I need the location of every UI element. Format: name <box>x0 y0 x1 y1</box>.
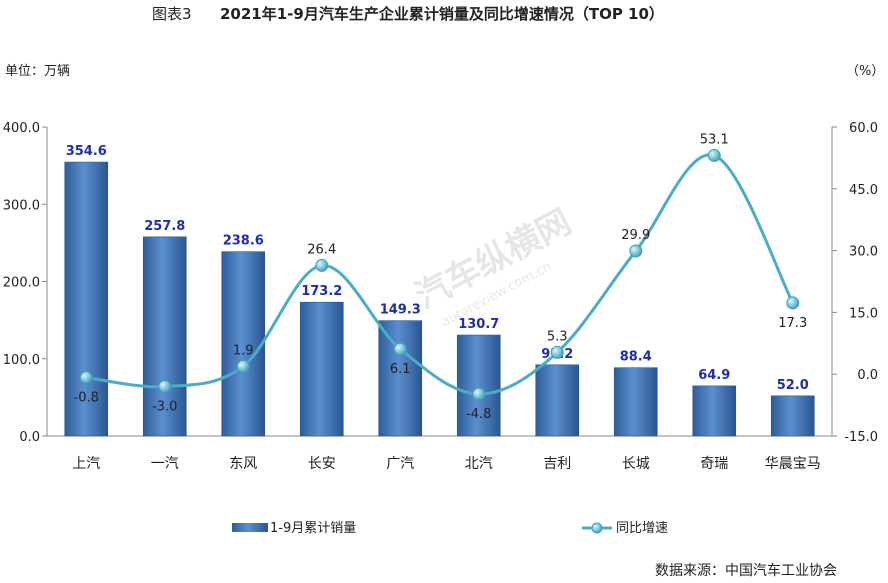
legend-bar-swatch <box>232 523 268 532</box>
growth-marker-上汽 <box>79 370 93 384</box>
left-tick-label: 100.0 <box>3 353 40 368</box>
legend: 1-9月累计销量 同比增速 <box>232 521 668 536</box>
bar-北汽 <box>456 334 501 437</box>
right-tick-label: 0.0 <box>857 368 878 383</box>
bar-value-label: 354.6 <box>66 144 107 159</box>
category-label: 长城 <box>622 456 650 472</box>
bar-value-label: 130.7 <box>458 317 499 332</box>
growth-value-label: 1.9 <box>233 343 254 358</box>
left-axis-unit: 单位：万辆 <box>5 64 70 79</box>
watermark: 汽车纵横网 autoreview.com.cn <box>409 202 578 330</box>
right-tick-label: 15.0 <box>849 306 878 321</box>
growth-value-label: 5.3 <box>547 329 568 344</box>
right-tick-label: 45.0 <box>849 183 878 198</box>
right-tick-label: 30.0 <box>849 245 878 260</box>
growth-marker-广汽 <box>393 342 407 356</box>
growth-value-label: 29.9 <box>621 228 650 243</box>
bar-华晨宝马 <box>770 395 815 437</box>
legend-line-marker <box>591 522 603 534</box>
category-label: 吉利 <box>543 456 571 472</box>
right-tick-label: 60.0 <box>849 121 878 136</box>
bar-长城 <box>613 367 658 437</box>
right-axis-unit: （%） <box>846 64 884 79</box>
bar-value-label: 64.9 <box>698 368 730 383</box>
growth-marker-东风 <box>236 359 250 373</box>
bar-value-label: 257.8 <box>144 219 185 234</box>
left-tick-label: 400.0 <box>3 121 40 136</box>
data-source: 数据来源：中国汽车工业协会 <box>655 562 837 579</box>
bar-东风 <box>221 251 266 437</box>
legend-line-label: 同比增速 <box>616 521 668 536</box>
category-label: 奇瑞 <box>700 455 728 472</box>
growth-marker-长城 <box>629 244 643 258</box>
left-tick-label: 0.0 <box>19 430 40 445</box>
legend-bar-label: 1-9月累计销量 <box>270 521 356 536</box>
bar-value-label: 149.3 <box>380 303 421 318</box>
category-label: 上汽 <box>72 456 100 472</box>
bar-上汽 <box>64 161 109 437</box>
bar-广汽 <box>378 320 423 437</box>
right-tick-label: -15.0 <box>844 430 878 445</box>
bar-奇瑞 <box>692 385 737 437</box>
category-label: 一汽 <box>151 456 179 472</box>
category-label: 广汽 <box>386 456 414 472</box>
bar-长安 <box>299 301 344 437</box>
category-label: 华晨宝马 <box>765 456 821 472</box>
category-label: 长安 <box>308 456 336 472</box>
growth-value-label: 6.1 <box>390 362 411 377</box>
growth-marker-吉利 <box>550 345 564 359</box>
growth-value-label: -4.8 <box>466 407 491 422</box>
growth-marker-华晨宝马 <box>786 296 800 310</box>
bar-value-label: 52.0 <box>777 378 809 393</box>
growth-markers <box>79 148 800 401</box>
chart-title: 2021年1-9月汽车生产企业累计销量及同比增速情况（TOP 10） <box>220 5 664 23</box>
growth-marker-长安 <box>315 258 329 272</box>
bar-吉利 <box>535 364 580 437</box>
category-labels: 上汽 一汽 东风 长安 广汽 北汽 吉利 长城 奇瑞 华晨宝马 <box>72 455 821 472</box>
bar-一汽 <box>142 236 187 437</box>
growth-marker-一汽 <box>158 380 172 394</box>
bar-series <box>64 161 815 437</box>
growth-marker-奇瑞 <box>707 148 721 162</box>
growth-value-label: 17.3 <box>778 316 807 331</box>
figure-label: 图表3 <box>152 5 192 23</box>
right-axis-ticks: -15.0 0.0 15.0 30.0 45.0 60.0 <box>832 121 878 445</box>
left-tick-label: 200.0 <box>3 276 40 291</box>
growth-value-label: -0.8 <box>74 390 99 405</box>
bar-value-label: 88.4 <box>620 350 652 365</box>
growth-marker-北汽 <box>472 387 486 401</box>
growth-data-labels: -0.8 -3.0 1.9 26.4 6.1 -4.8 5.3 29.9 53.1 17.3 <box>74 132 808 422</box>
growth-value-label: 53.1 <box>700 132 729 147</box>
category-label: 东风 <box>229 456 257 472</box>
bar-value-label: 238.6 <box>223 234 264 249</box>
growth-line <box>86 153 795 396</box>
category-label: 北汽 <box>465 456 493 472</box>
growth-value-label: -3.0 <box>152 400 177 415</box>
growth-value-label: 26.4 <box>307 242 336 257</box>
bar-value-label: 173.2 <box>301 284 342 299</box>
left-axis-ticks: 0.0 100.0 200.0 300.0 400.0 <box>3 121 47 445</box>
left-tick-label: 300.0 <box>3 198 40 213</box>
